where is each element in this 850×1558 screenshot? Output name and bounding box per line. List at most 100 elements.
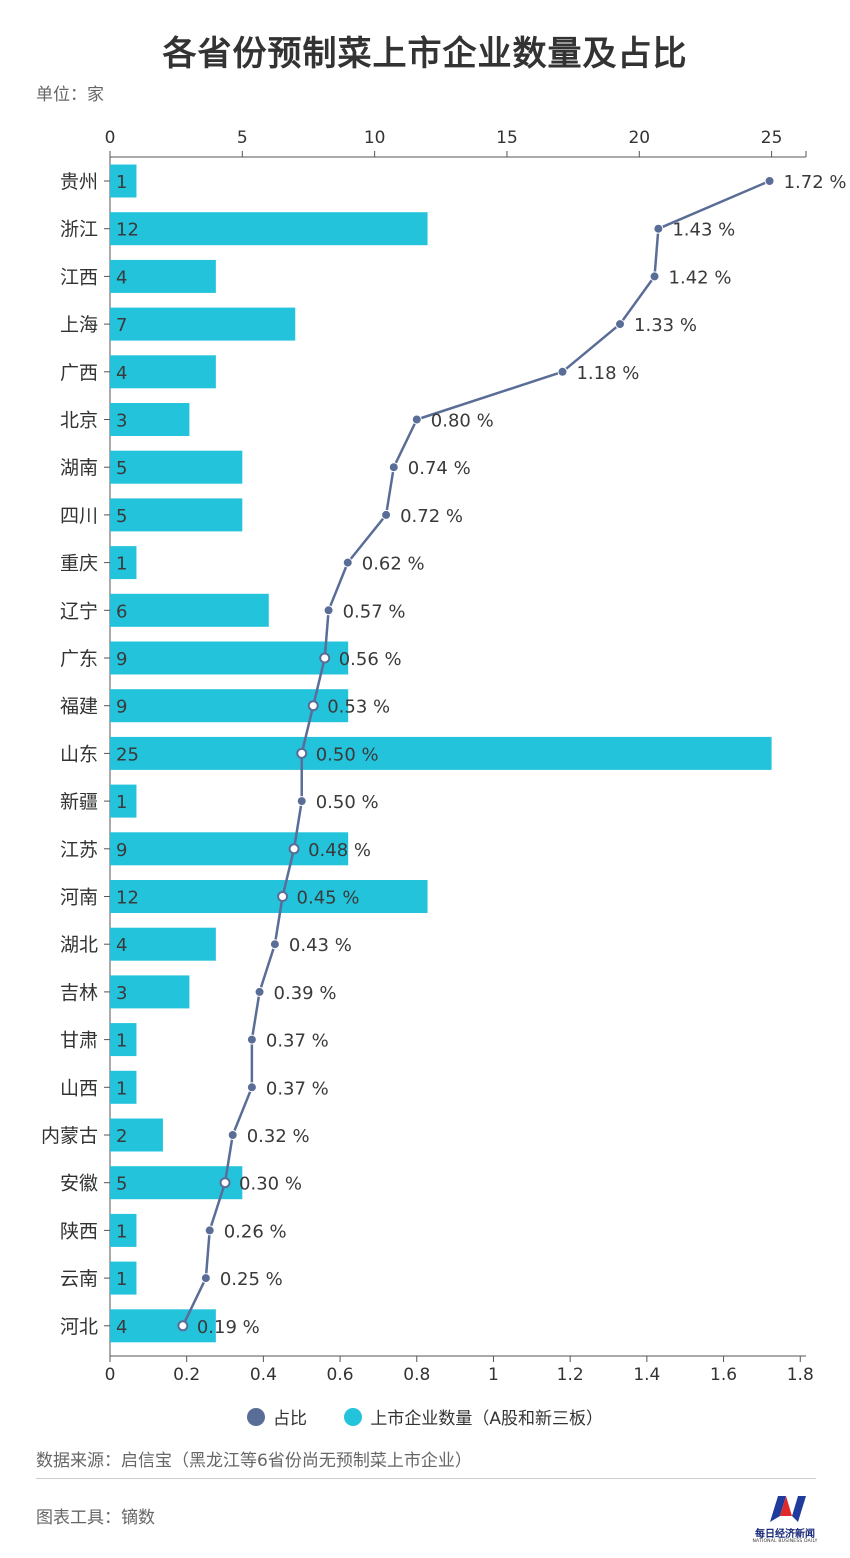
ratio-label: 0.37 % (266, 1031, 329, 1052)
bar-辽宁 (110, 593, 269, 627)
ratio-point (269, 939, 280, 950)
legend-ratio-label: 占比 (272, 1409, 307, 1429)
ratio-point (296, 747, 308, 759)
bar-value-label: 9 (116, 649, 127, 670)
category-label: 广东 (60, 648, 98, 670)
ratio-point (204, 1225, 215, 1236)
ratio-point (246, 1034, 257, 1045)
ratio-point (219, 1177, 231, 1189)
bar-value-label: 4 (116, 1317, 127, 1338)
bar-value-label: 5 (116, 506, 127, 527)
bar-湖南 (110, 450, 243, 484)
category-label: 北京 (60, 410, 98, 432)
logo-text: 每日经济新闻 (755, 1529, 815, 1540)
legend-ratio-marker (246, 1407, 265, 1426)
bar-上海 (110, 307, 296, 341)
bar-湖北 (110, 927, 216, 961)
bar-value-label: 7 (116, 315, 127, 336)
ratio-label: 0.45 % (297, 888, 360, 909)
ratio-label: 0.32 % (247, 1126, 310, 1147)
ratio-label: 0.80 % (431, 411, 494, 432)
category-label: 山西 (60, 1077, 98, 1099)
ratio-label: 1.72 % (784, 172, 847, 193)
category-label: 福建 (60, 696, 98, 718)
bar-value-label: 5 (116, 458, 127, 479)
ratio-point (296, 796, 307, 807)
ratio-label: 1.18 % (576, 363, 639, 384)
category-label: 云南 (60, 1268, 98, 1290)
ratio-label: 0.48 % (308, 840, 371, 861)
category-label: 安徽 (60, 1173, 98, 1195)
ratio-point (177, 1320, 189, 1332)
data-source-note: 数据来源：启信宝（黑龙江等6省份尚无预制菜上市企业） (36, 1451, 472, 1471)
category-label: 山东 (60, 743, 98, 765)
ratio-label: 0.50 % (316, 744, 379, 765)
bar-重庆 (110, 546, 137, 580)
bar-山东 (110, 736, 772, 770)
ratio-point (764, 176, 775, 186)
ratio-label: 1.33 % (634, 315, 697, 336)
category-label: 河北 (60, 1316, 98, 1338)
bar-value-label: 1 (116, 792, 127, 813)
bar-value-label: 6 (116, 601, 127, 622)
ratio-label: 1.42 % (669, 267, 732, 288)
category-label: 湖南 (60, 457, 98, 479)
ratio-point (388, 462, 399, 473)
ratio-label: 0.57 % (343, 601, 406, 622)
bottom-axis-tick-label: 1 (488, 1365, 499, 1385)
legend-item-ratio[interactable]: 占比 (246, 1404, 307, 1429)
bar-江西 (110, 259, 216, 293)
ratio-point (411, 414, 422, 425)
bottom-axis-tick-label: 0.2 (173, 1365, 200, 1385)
ratio-label: 0.72 % (400, 506, 463, 527)
bar-value-label: 12 (116, 220, 139, 241)
bar-四川 (110, 498, 243, 532)
bottom-axis-tick-label: 0 (105, 1365, 116, 1385)
category-label: 河南 (60, 887, 98, 909)
category-label: 新疆 (60, 791, 98, 813)
legend: 占比 上市企业数量（A股和新三板） (0, 1404, 850, 1431)
bar-北京 (110, 403, 190, 436)
bottom-axis-tick-label: 0.4 (250, 1365, 277, 1385)
category-label: 江西 (60, 266, 98, 288)
ratio-label: 0.43 % (289, 935, 352, 956)
nbd-logo: 每日经济新闻 NATIONAL BUSINESS DAILY (740, 1492, 830, 1548)
category-label: 江苏 (60, 839, 98, 861)
ratio-label: 0.25 % (220, 1269, 283, 1290)
bar-广西 (110, 355, 216, 389)
category-label: 吉林 (60, 982, 98, 1004)
ratio-label: 0.39 % (274, 983, 337, 1004)
bar-山西 (110, 1070, 137, 1104)
ratio-point (323, 605, 334, 616)
bar-value-label: 1 (116, 1269, 127, 1290)
bar-浙江 (110, 212, 428, 246)
bar-value-label: 1 (116, 1078, 127, 1099)
bar-云南 (110, 1261, 137, 1295)
bar-value-label: 9 (116, 697, 127, 718)
bar-河南 (110, 880, 428, 913)
legend-item-count[interactable]: 上市企业数量（A股和新三板） (344, 1404, 603, 1429)
ratio-label: 0.53 % (327, 697, 390, 718)
top-axis-tick-label: 20 (628, 128, 650, 148)
bar-value-label: 2 (116, 1126, 127, 1147)
bottom-axis-tick-label: 1.6 (710, 1365, 737, 1385)
bar-甘肃 (110, 1023, 137, 1057)
category-label: 内蒙古 (41, 1125, 98, 1147)
bar-贵州 (110, 164, 137, 198)
category-label: 贵州 (60, 171, 98, 193)
unit-label: 单位：家 (36, 85, 104, 105)
chart-tool-note: 图表工具：镝数 (36, 1508, 155, 1528)
bottom-axis-tick-label: 1.4 (633, 1365, 660, 1385)
ratio-point (319, 652, 331, 664)
bar-新疆 (110, 784, 137, 818)
footer-divider (36, 1478, 816, 1479)
top-axis-tick-label: 25 (761, 128, 783, 148)
top-axis-tick-label: 5 (237, 128, 248, 148)
bottom-axis-tick-label: 0.8 (403, 1365, 430, 1385)
bar-广东 (110, 641, 349, 675)
ratio-label: 0.19 % (197, 1317, 260, 1338)
nbd-logo-mark (770, 1496, 806, 1522)
category-label: 陕西 (60, 1220, 98, 1242)
bar-value-label: 1 (116, 1221, 127, 1242)
bar-内蒙古 (110, 1118, 163, 1152)
